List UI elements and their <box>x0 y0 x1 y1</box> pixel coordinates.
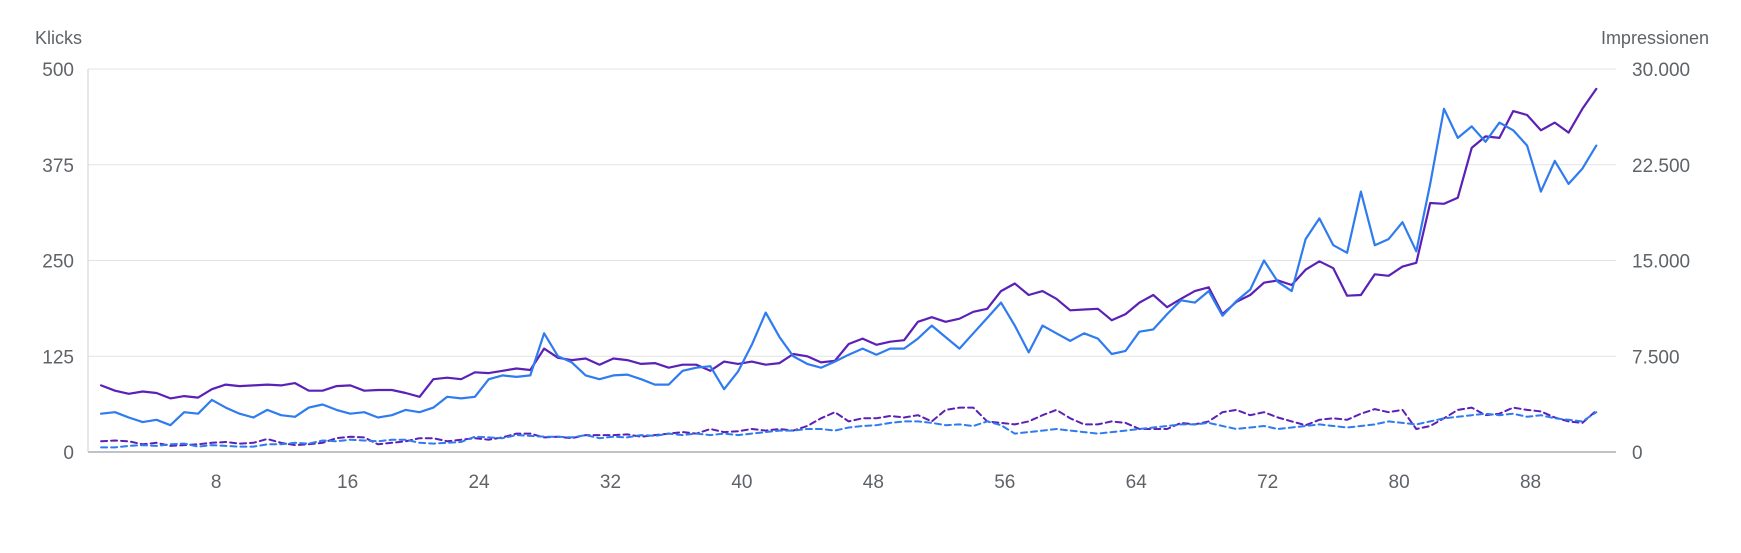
left-tick-label: 125 <box>42 347 74 368</box>
left-axis-title: Klicks <box>35 28 82 48</box>
series-line-2 <box>99 107 1598 427</box>
right-tick-label: 0 <box>1632 443 1643 464</box>
x-tick-label: 88 <box>1520 472 1541 493</box>
series-lines <box>99 87 1598 449</box>
left-tick-label: 250 <box>42 252 74 273</box>
series-line-4 <box>100 411 1598 449</box>
x-tick-label: 40 <box>731 472 752 493</box>
axis-labels: 0 125 250 375 500 0 7.500 15.000 22.500 30.000 8 16… <box>42 60 1690 493</box>
x-tick-label: 48 <box>863 472 884 493</box>
right-tick-label: 15.000 <box>1632 252 1690 273</box>
x-tick-label: 56 <box>994 472 1015 493</box>
left-tick-label: 375 <box>42 156 74 177</box>
gridlines <box>87 68 1616 453</box>
series-line-1 <box>99 87 1598 400</box>
right-tick-label: 7.500 <box>1632 347 1680 368</box>
x-tick-label: 16 <box>337 472 358 493</box>
right-tick-label: 22.500 <box>1632 156 1690 177</box>
left-tick-label: 500 <box>42 60 74 81</box>
left-tick-label: 0 <box>63 443 74 464</box>
x-tick-label: 72 <box>1257 472 1278 493</box>
series-line-3 <box>100 406 1598 447</box>
x-tick-label: 80 <box>1389 472 1410 493</box>
x-tick-label: 64 <box>1126 472 1148 493</box>
x-tick-label: 32 <box>600 472 621 493</box>
right-tick-label: 30.000 <box>1632 60 1690 81</box>
right-axis-title: Impressionen <box>1601 28 1709 48</box>
x-tick-label: 8 <box>211 472 222 493</box>
x-tick-label: 24 <box>468 472 490 493</box>
